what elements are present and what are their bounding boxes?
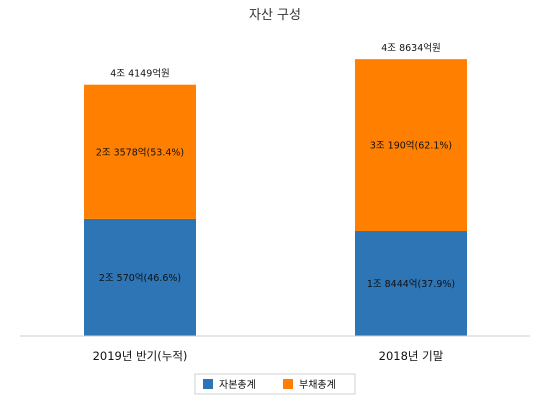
legend-swatch-liabilities [283, 379, 293, 389]
chart-title: 자산 구성 [249, 8, 301, 23]
bar-equity-1 [355, 231, 467, 336]
bar-liabilities-0 [84, 84, 196, 219]
total-label-1: 4조 8634억원 [381, 42, 440, 54]
total-label-0: 4조 4149억원 [110, 68, 169, 80]
category-label-1: 2018년 기말 [379, 349, 444, 363]
legend-label-liabilities: 부채총계 [299, 379, 336, 391]
bar-group: 2조 570억(46.6%) 2조 3578억(53.4%) 4조 4149억원 1조… [84, 42, 467, 336]
legend-label-equity: 자본총계 [219, 379, 256, 391]
data-label-liabilities-0: 2조 3578억(53.4%) [96, 146, 184, 158]
legend-swatch-equity [203, 379, 213, 389]
legend-box [194, 373, 356, 395]
data-label-liabilities-1: 3조 190억(62.1%) [370, 140, 452, 152]
legend: 자본총계 부채총계 [194, 373, 356, 395]
data-label-equity-1: 1조 8444억(37.9%) [367, 278, 455, 290]
data-label-equity-0: 2조 570억(46.6%) [99, 272, 181, 284]
category-label-0: 2019년 반기(누적) [93, 349, 188, 363]
category-labels: 2019년 반기(누적) 2018년 기말 [93, 349, 444, 363]
bar-equity-0 [84, 218, 196, 336]
bar-liabilities-1 [355, 59, 467, 232]
